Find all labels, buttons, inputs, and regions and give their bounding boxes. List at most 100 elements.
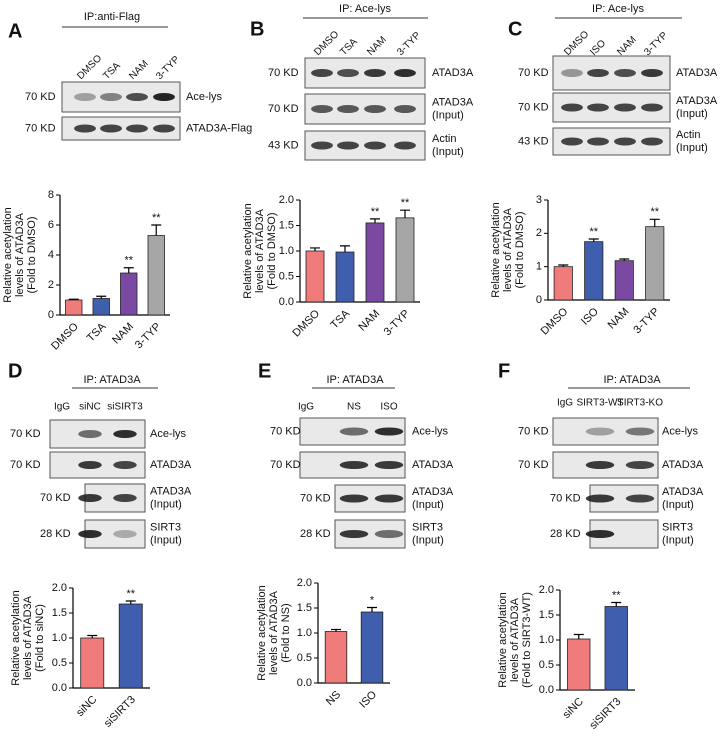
bar <box>118 603 143 689</box>
band <box>311 105 333 113</box>
error-bar <box>96 295 107 299</box>
band <box>113 530 137 538</box>
band <box>585 427 615 436</box>
x-tick-label: DMSO <box>290 307 322 339</box>
blot-name: (Input) <box>150 534 182 546</box>
blot-name: (Input) <box>662 499 694 511</box>
band <box>78 494 102 502</box>
blot-name: (Input) <box>432 109 464 121</box>
band <box>587 69 609 77</box>
x-tick-label: 3-TYP <box>133 321 164 352</box>
mw-label: 70 KD <box>268 103 299 115</box>
error-bar <box>340 245 350 253</box>
mw-label: 28 KD <box>550 528 581 540</box>
mw-label: 70 KD <box>550 492 581 504</box>
y-axis-label: levels of ATAD3A <box>509 597 521 682</box>
x-tick-label: NAM <box>356 308 382 334</box>
blot-name: ATAD3A <box>432 96 474 108</box>
band <box>374 427 404 436</box>
band <box>337 69 359 77</box>
y-tick-label: 0.5 <box>297 652 312 664</box>
y-tick-label: 2.0 <box>539 584 554 596</box>
band <box>78 461 102 469</box>
bar <box>567 638 591 691</box>
mw-label: 70 KD <box>268 67 299 79</box>
blot-name: Ace-lys <box>150 428 187 440</box>
band <box>394 105 416 113</box>
band <box>641 137 663 146</box>
y-tick-label: 1.5 <box>297 602 312 614</box>
x-tick-label: DMSO <box>49 320 81 352</box>
band <box>641 103 663 112</box>
x-tick-label: TSA <box>329 307 353 331</box>
band <box>585 461 615 469</box>
blot-name: ATAD3A <box>412 486 454 498</box>
blot-name: ATAD3A <box>676 67 718 79</box>
bar <box>80 637 105 689</box>
error-bar <box>400 209 410 218</box>
lane-label: siNC <box>79 402 101 413</box>
band <box>337 141 359 150</box>
blot-name: (Input) <box>662 534 694 546</box>
blot-name: ATAD3A <box>662 459 704 471</box>
y-tick-label: 0 <box>48 309 54 321</box>
blot-name: (Input) <box>432 146 464 158</box>
band <box>587 103 609 112</box>
blot-name: SIRT3 <box>412 521 443 533</box>
y-tick-label: 1.5 <box>279 219 294 231</box>
error-bar <box>558 264 569 267</box>
x-tick-label: NS <box>324 689 343 708</box>
band <box>311 141 333 150</box>
blot-name: ATAD3A-Flag <box>186 122 252 134</box>
ip-label: IP:anti-Flag <box>84 11 140 23</box>
band <box>374 530 404 538</box>
y-tick-label: 0.5 <box>279 270 294 282</box>
mw-label: 70 KD <box>10 428 41 440</box>
mw-label: 70 KD <box>40 492 71 504</box>
error-bar <box>87 634 98 638</box>
bar <box>92 298 110 316</box>
lane-label: 3-TYP <box>395 30 423 58</box>
ip-label: IP: ATAD3A <box>326 374 384 386</box>
lane-label: TSA <box>338 36 360 58</box>
band <box>374 461 404 469</box>
mw-label: 28 KD <box>40 528 71 540</box>
band <box>153 124 175 133</box>
x-tick-label: siNC <box>74 694 99 719</box>
y-tick-label: 1.0 <box>52 632 67 644</box>
band <box>100 93 122 101</box>
blot-name: ATAD3A <box>676 95 718 107</box>
y-axis-label: levels of ATAD3A <box>268 590 280 675</box>
lane-label: siSIRT3 <box>107 402 143 413</box>
lane-label: ISO <box>588 38 608 58</box>
band <box>614 69 636 77</box>
error-bar <box>611 601 622 607</box>
lane-label: DMSO <box>562 29 591 58</box>
lane-label: IgG <box>298 402 314 413</box>
bar <box>395 217 415 303</box>
y-tick-label: 0.5 <box>52 657 67 669</box>
band <box>561 103 583 112</box>
error-bar <box>125 600 136 604</box>
y-tick-label: 0 <box>536 294 542 306</box>
lane-label: SIRT3-WT <box>576 398 623 409</box>
band <box>625 461 655 469</box>
lane-label: 3-TYP <box>154 54 182 82</box>
y-axis-label: Relative acetylation <box>2 207 14 302</box>
lane-label: ISO <box>380 402 397 413</box>
band <box>113 430 137 438</box>
y-axis-label: levels of ATAD3A <box>22 595 34 680</box>
band <box>337 105 359 113</box>
band <box>374 494 404 503</box>
blot-name: SIRT3 <box>662 521 693 533</box>
lane-label: DMSO <box>312 29 341 58</box>
band <box>74 124 96 133</box>
y-tick-label: 1.0 <box>539 634 554 646</box>
lane-label: IgG <box>54 402 70 413</box>
y-axis-label: Relative acetylation <box>490 202 502 297</box>
band <box>339 427 369 436</box>
lane-label: NS <box>347 402 361 413</box>
bar <box>147 235 165 316</box>
blot-name: (Input) <box>150 498 182 510</box>
bar <box>120 272 138 316</box>
